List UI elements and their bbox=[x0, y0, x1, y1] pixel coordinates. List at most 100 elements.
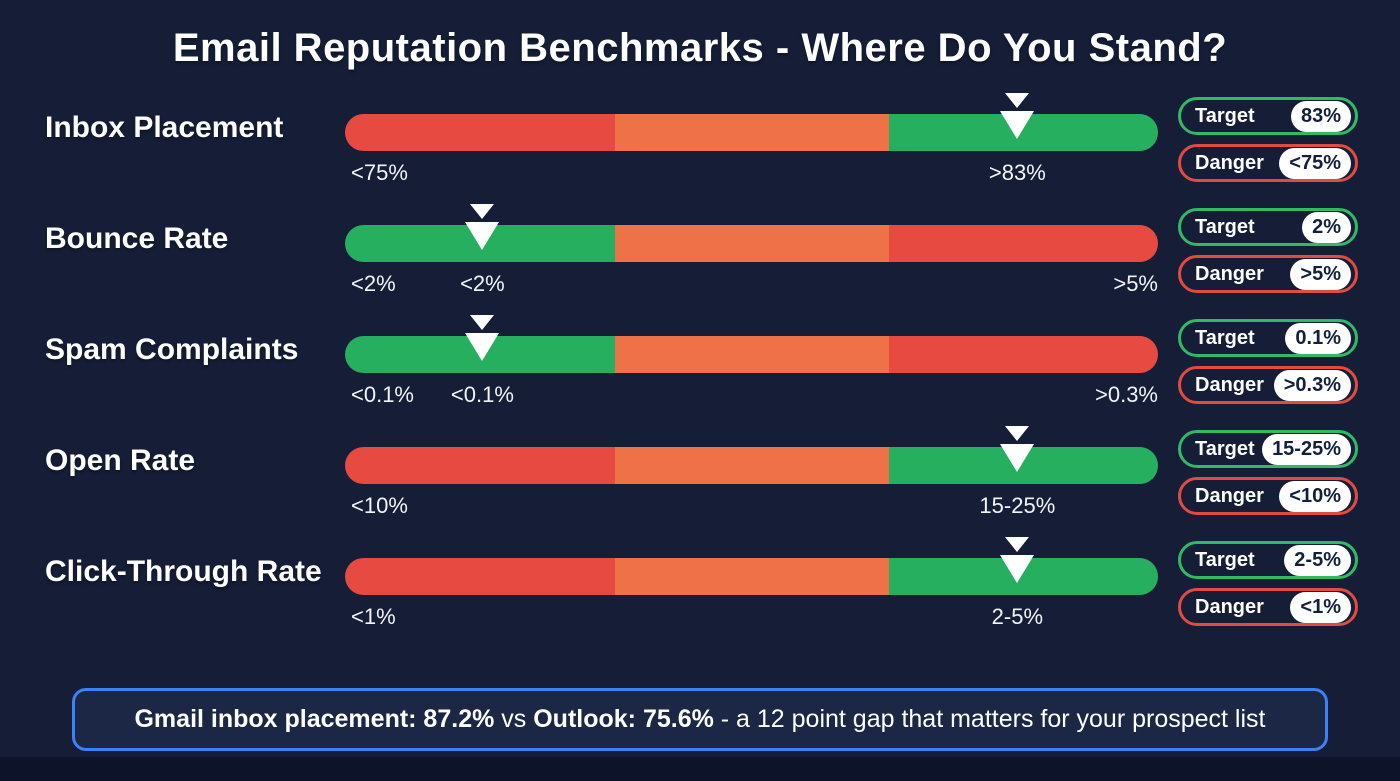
danger-badge: Danger >0.3% bbox=[1178, 366, 1358, 404]
bar-segment bbox=[614, 114, 889, 151]
danger-badge: Danger >5% bbox=[1178, 255, 1358, 293]
target-badge-value: 15-25% bbox=[1262, 433, 1351, 465]
annotation-bold-outlook: Outlook: 75.6% bbox=[533, 705, 714, 733]
bar-area: <75% >83% bbox=[345, 89, 1158, 200]
threshold-label: <1% bbox=[351, 604, 396, 629]
danger-badge-value: >5% bbox=[1290, 258, 1351, 290]
target-badge-value: 2% bbox=[1302, 211, 1351, 243]
threshold-label: >5% bbox=[1113, 271, 1158, 296]
target-badge-value: 83% bbox=[1290, 100, 1351, 132]
benchmark-rows: Inbox Placement <75% >83% bbox=[0, 89, 1400, 644]
target-badge-value: 0.1% bbox=[1285, 322, 1351, 354]
benchmark-bar bbox=[345, 315, 1158, 373]
benchmark-row-bounce-rate: Bounce Rate <2% <2% >5% Tar bbox=[0, 200, 1400, 311]
danger-badge: Danger <1% bbox=[1178, 588, 1358, 626]
triangle-down-icon bbox=[1000, 444, 1035, 472]
benchmark-bar bbox=[345, 204, 1158, 262]
target-badge-label: Target bbox=[1195, 548, 1255, 571]
triangle-down-icon bbox=[1000, 111, 1035, 139]
threshold-labels: <0.1% <0.1% >0.3% bbox=[345, 382, 1158, 412]
annotation-separator: vs bbox=[494, 705, 534, 733]
bottom-strip bbox=[0, 757, 1400, 781]
marker-arrow-icon bbox=[1000, 93, 1035, 139]
threshold-label: <0.1% bbox=[351, 382, 414, 407]
benchmark-bar bbox=[345, 426, 1158, 484]
triangle-down-icon bbox=[1005, 93, 1030, 108]
danger-badge-label: Danger bbox=[1195, 373, 1264, 396]
bar-area: <2% <2% >5% bbox=[345, 200, 1158, 311]
benchmark-row-open-rate: Open Rate <10% 15-25% Targ bbox=[0, 422, 1400, 533]
danger-badge-label: Danger bbox=[1195, 595, 1264, 618]
bar-segment bbox=[614, 447, 889, 484]
target-badge-label: Target bbox=[1195, 437, 1255, 460]
metric-label: Bounce Rate bbox=[45, 222, 229, 255]
benchmark-row-spam-complaints: Spam Complaints <0.1% <0.1% >0.3% bbox=[0, 311, 1400, 422]
bar-segment bbox=[614, 336, 889, 373]
danger-badge-value: >0.3% bbox=[1273, 369, 1351, 401]
bar-segment bbox=[345, 558, 615, 595]
badge-column: Target 15-25% Danger <10% bbox=[1178, 422, 1358, 533]
bar-area: <10% 15-25% bbox=[345, 422, 1158, 533]
danger-badge-value: <10% bbox=[1279, 480, 1351, 512]
triangle-down-icon bbox=[465, 222, 500, 250]
threshold-label: <0.1% bbox=[450, 382, 514, 407]
triangle-down-icon bbox=[470, 204, 495, 219]
target-badge-label: Target bbox=[1195, 215, 1255, 238]
threshold-label: 15-25% bbox=[979, 493, 1056, 518]
danger-badge-label: Danger bbox=[1195, 484, 1264, 507]
triangle-down-icon bbox=[1005, 426, 1030, 441]
danger-badge-value: <1% bbox=[1290, 591, 1351, 623]
triangle-down-icon bbox=[465, 333, 500, 361]
benchmark-row-click-through-rate: Click-Through Rate <1% 2-5% bbox=[0, 533, 1400, 644]
threshold-label: <10% bbox=[351, 493, 408, 518]
marker-arrow-icon bbox=[1000, 426, 1035, 472]
page-title: Email Reputation Benchmarks - Where Do Y… bbox=[172, 26, 1228, 70]
target-badge: Target 2% bbox=[1178, 208, 1358, 246]
bar-segment bbox=[345, 447, 615, 484]
benchmark-row-inbox-placement: Inbox Placement <75% >83% bbox=[0, 89, 1400, 200]
threshold-labels: <2% <2% >5% bbox=[345, 271, 1158, 301]
badge-column: Target 0.1% Danger >0.3% bbox=[1178, 311, 1358, 422]
marker-arrow-icon bbox=[465, 204, 500, 250]
threshold-label: <2% bbox=[460, 271, 505, 296]
triangle-down-icon bbox=[1000, 555, 1035, 583]
marker-arrow-icon bbox=[1000, 537, 1035, 583]
metric-label: Click-Through Rate bbox=[45, 555, 322, 588]
bar-segment bbox=[888, 336, 1158, 373]
badge-column: Target 2% Danger >5% bbox=[1178, 200, 1358, 311]
badge-column: Target 2-5% Danger <1% bbox=[1178, 533, 1358, 644]
threshold-label: >83% bbox=[988, 160, 1046, 185]
bar-segments bbox=[345, 114, 1158, 151]
danger-badge-value: <75% bbox=[1279, 147, 1351, 179]
threshold-label: >0.3% bbox=[1095, 382, 1158, 407]
target-badge: Target 2-5% bbox=[1178, 541, 1358, 579]
bar-segment bbox=[888, 225, 1158, 262]
target-badge-label: Target bbox=[1195, 326, 1255, 349]
target-badge: Target 15-25% bbox=[1178, 430, 1358, 468]
danger-badge: Danger <10% bbox=[1178, 477, 1358, 515]
bar-segment bbox=[614, 225, 889, 262]
danger-badge-label: Danger bbox=[1195, 151, 1264, 174]
target-badge: Target 83% bbox=[1178, 97, 1358, 135]
bar-area: <0.1% <0.1% >0.3% bbox=[345, 311, 1158, 422]
threshold-labels: <1% 2-5% bbox=[345, 604, 1158, 634]
bar-area: <1% 2-5% bbox=[345, 533, 1158, 644]
bar-segment bbox=[614, 558, 889, 595]
metric-label: Inbox Placement bbox=[45, 111, 284, 144]
bar-segment bbox=[345, 114, 615, 151]
threshold-labels: <10% 15-25% bbox=[345, 493, 1158, 523]
badge-column: Target 83% Danger <75% bbox=[1178, 89, 1358, 200]
annotation-box: Gmail inbox placement: 87.2% vs Outlook:… bbox=[72, 688, 1328, 751]
target-badge-value: 2-5% bbox=[1284, 544, 1351, 576]
annotation-rest: - a 12 point gap that matters for your p… bbox=[713, 705, 1266, 733]
triangle-down-icon bbox=[470, 315, 495, 330]
metric-label: Open Rate bbox=[45, 444, 196, 477]
annotation-bold-gmail: Gmail inbox placement: 87.2% bbox=[134, 705, 495, 733]
target-badge: Target 0.1% bbox=[1178, 319, 1358, 357]
bar-segments bbox=[345, 558, 1158, 595]
threshold-label: <75% bbox=[351, 160, 408, 185]
benchmark-bar bbox=[345, 93, 1158, 151]
threshold-labels: <75% >83% bbox=[345, 160, 1158, 190]
threshold-label: <2% bbox=[351, 271, 396, 296]
bar-segments bbox=[345, 447, 1158, 484]
